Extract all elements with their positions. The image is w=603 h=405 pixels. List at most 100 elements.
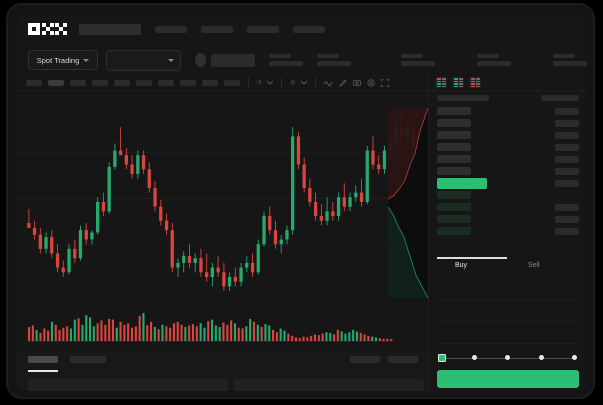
orderbook-price-cell	[437, 155, 471, 163]
orderbook-mode-bids[interactable]	[452, 77, 464, 88]
toolbar-divider	[315, 78, 317, 87]
nav-item-4[interactable]	[247, 25, 279, 33]
timeframe-button-3[interactable]	[70, 79, 86, 86]
trade-side-tabs: Buy Sell	[429, 256, 587, 278]
orderbook-ask-row[interactable]	[429, 165, 587, 177]
orderbook-ask-row[interactable]	[429, 153, 587, 165]
bottom-right-tab-1[interactable]	[350, 356, 380, 363]
pencil-icon[interactable]	[339, 78, 347, 87]
volume-chart-canvas	[28, 313, 394, 342]
line-style-icon[interactable]	[324, 80, 333, 86]
orderbook-rows	[429, 105, 587, 237]
app-screen: Spot Trading	[16, 13, 587, 391]
orderbook-amount-cell	[555, 179, 579, 187]
timeframe-button-8[interactable]	[180, 79, 196, 86]
okx-logo-k-glyph	[41, 23, 54, 35]
bottom-panel-right	[234, 379, 424, 391]
stat-24h-high	[317, 54, 351, 66]
orderbook-amount-cell	[555, 143, 579, 151]
okx-logo-o-glyph	[28, 23, 40, 35]
market-sub-header: Spot Trading	[16, 45, 587, 75]
nav-item-5[interactable]	[293, 25, 325, 33]
timeframe-button-6[interactable]	[136, 79, 152, 86]
order-amount-field[interactable]	[437, 302, 579, 322]
orderbook-ask-row[interactable]	[429, 117, 587, 129]
order-entry-form	[429, 278, 587, 391]
okx-logo[interactable]	[28, 23, 67, 35]
timeframe-button-9[interactable]	[202, 79, 218, 86]
order-total-field[interactable]	[437, 324, 579, 344]
trading-pair-dropdown[interactable]	[106, 49, 181, 71]
orderbook-view-modes	[429, 75, 587, 91]
okx-logo-x-glyph	[55, 23, 67, 35]
chart-toolbar: ıll ıþ	[16, 75, 428, 91]
nav-item-3[interactable]	[201, 25, 233, 33]
tab-sell[interactable]: Sell	[528, 262, 540, 269]
timeframe-button-2[interactable]	[48, 79, 64, 86]
bottom-tab-order-history[interactable]	[70, 356, 106, 363]
orderbook-price-cell	[437, 167, 471, 175]
orderbook-price-cell	[437, 227, 471, 235]
orderbook-last-price-cell	[437, 177, 487, 189]
orderbook-bid-row[interactable]	[429, 201, 587, 213]
nav-item-1[interactable]	[79, 23, 141, 35]
price-chart[interactable]	[16, 91, 428, 301]
orderbook-amount-cell	[555, 167, 579, 175]
slider-stop-75[interactable]	[538, 355, 544, 360]
orderbook-mode-both[interactable]	[435, 77, 447, 88]
stat-24h-turnover	[553, 54, 587, 66]
timeframe-button-5[interactable]	[114, 79, 130, 86]
orderbook-last-price[interactable]	[429, 177, 587, 189]
orderbook-ask-row[interactable]	[429, 141, 587, 153]
slider-stop-100[interactable]	[572, 355, 577, 360]
device-frame: Spot Trading	[6, 3, 595, 399]
orderbook-bid-row[interactable]	[429, 225, 587, 237]
order-percent-slider[interactable]	[438, 354, 578, 362]
orderbook-price-cell	[437, 119, 471, 127]
bottom-right-tab-2[interactable]	[388, 356, 418, 363]
tab-buy[interactable]: Buy	[455, 262, 468, 269]
orderbook-ask-row[interactable]	[429, 105, 587, 117]
orderbook-amount-cell	[555, 203, 579, 211]
coin-avatar	[194, 53, 206, 67]
market-type-label: Spot Trading	[36, 55, 80, 65]
chevron-down-icon[interactable]	[267, 80, 274, 85]
slider-handle[interactable]	[438, 354, 446, 362]
orderbook-amount-cell	[555, 192, 579, 199]
timeframe-button-10[interactable]	[224, 79, 240, 86]
orderbook-mode-asks[interactable]	[469, 77, 481, 88]
indicator-icon[interactable]: ıll	[257, 79, 262, 86]
order-price-field[interactable]	[437, 280, 579, 300]
orderbook-price-cell	[437, 215, 471, 223]
last-price-display	[210, 53, 255, 67]
submit-buy-button[interactable]	[437, 370, 579, 388]
fullscreen-icon[interactable]	[381, 78, 390, 87]
orderbook-col-amount	[541, 95, 579, 101]
camera-icon[interactable]	[353, 79, 362, 86]
toolbar-divider	[281, 78, 283, 87]
orderbook-bid-row[interactable]	[429, 189, 587, 201]
orderbook-bid-row[interactable]	[429, 213, 587, 225]
orderbook-price-cell	[437, 203, 471, 211]
timeframe-button-4[interactable]	[92, 79, 108, 86]
stat-24h-volume	[477, 54, 511, 66]
nav-item-2[interactable]	[155, 25, 187, 33]
stat-24h-change	[269, 54, 303, 66]
orderbook-col-price	[437, 95, 489, 101]
orderbook-price-cell	[437, 107, 471, 115]
app-header	[16, 13, 587, 45]
slider-stop-50[interactable]	[505, 355, 510, 360]
market-type-dropdown[interactable]: Spot Trading	[28, 50, 98, 70]
chevron-down-icon[interactable]	[301, 80, 308, 85]
timeframe-button-1[interactable]	[26, 79, 42, 86]
volume-chart	[16, 301, 428, 351]
compare-icon[interactable]: ıþ	[290, 79, 296, 86]
candlestick-chart-canvas	[16, 113, 428, 291]
orderbook[interactable]	[429, 91, 587, 256]
timeframe-button-7[interactable]	[158, 79, 174, 86]
orderbook-ask-row[interactable]	[429, 129, 587, 141]
bottom-tab-open-orders[interactable]	[28, 356, 58, 363]
slider-stop-25[interactable]	[471, 355, 477, 360]
settings-icon[interactable]	[367, 78, 375, 87]
orderbook-price-cell	[437, 131, 471, 139]
